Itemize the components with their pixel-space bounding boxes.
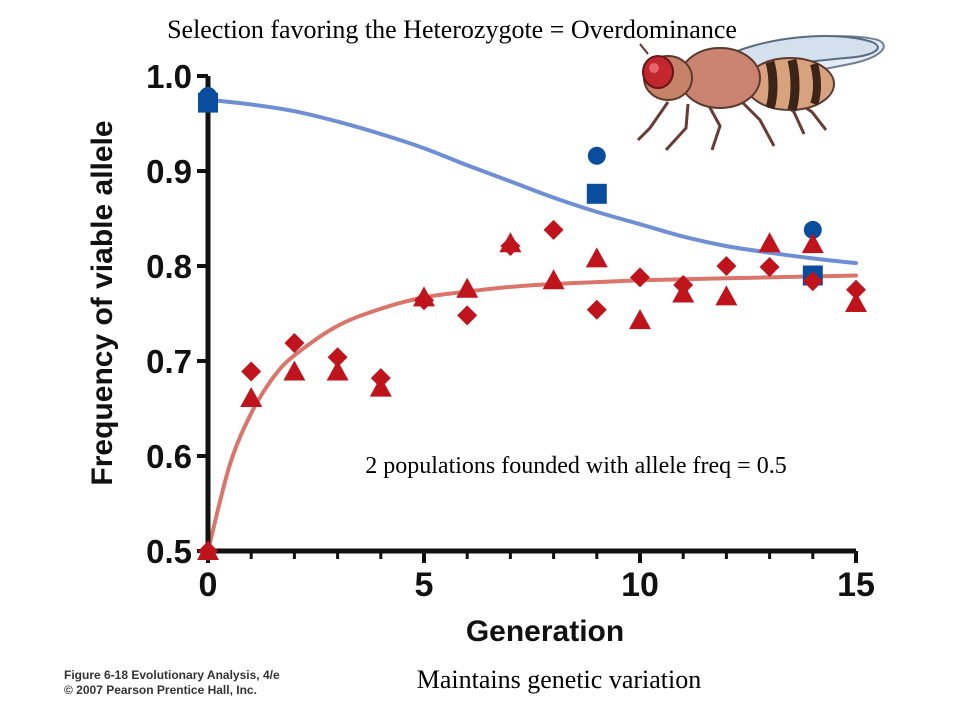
red-trend-curve	[206, 273, 858, 553]
red-triangle-point	[758, 232, 781, 253]
trend-curves	[206, 97, 858, 553]
blue-circle-point	[587, 146, 606, 165]
red-triangle-point	[197, 540, 219, 560]
red-triangle-point	[456, 277, 479, 298]
red-triangle-point	[801, 233, 824, 254]
red-diamond-point	[846, 279, 866, 300]
red-diamond-point	[759, 256, 780, 277]
y-tick-label: 0.8	[146, 248, 192, 285]
red-triangle-point	[585, 247, 608, 268]
blue-square-point	[198, 92, 218, 113]
red-triangle-point	[283, 360, 306, 381]
red-diamond-point	[241, 361, 262, 382]
x-tick-label: 0	[199, 566, 218, 604]
x-axis-label: Generation	[466, 615, 624, 648]
copyright-credit: © 2007 Pearson Prentice Hall, Inc.	[64, 683, 257, 697]
x-tick-label: 5	[415, 566, 434, 604]
axes: 0.5 0.6 0.7 0.8 0.9 1.0 0 5 10 15	[146, 58, 875, 604]
red-diamond-point	[802, 271, 823, 292]
founding-note: 2 populations founded with allele freq =…	[365, 453, 786, 479]
blue-square-point	[586, 183, 607, 204]
y-tick-label: 0.7	[146, 343, 192, 380]
blue-circle-point	[803, 220, 822, 239]
red-triangle-point	[326, 360, 349, 381]
red-diamond-point	[457, 305, 478, 326]
fruit-fly-icon	[636, 35, 885, 152]
red-diamond-point	[327, 347, 348, 368]
red-triangle-point	[369, 376, 392, 397]
red-triangle-point	[542, 269, 565, 290]
red-diamond-point	[716, 256, 737, 276]
x-tick-label: 15	[837, 566, 875, 604]
red-triangle-point	[629, 309, 651, 330]
red-diamond-point	[630, 267, 650, 288]
red-triangle-point	[240, 387, 263, 408]
page-title: Selection favoring the Heterozygote = Ov…	[167, 15, 737, 44]
red-diamond-point	[284, 332, 305, 353]
y-tick-label: 0.9	[146, 153, 192, 190]
blue-trend-curve	[206, 97, 858, 266]
red-triangle-point	[413, 286, 435, 307]
x-tick-label: 10	[621, 566, 659, 604]
red-diamond-point	[586, 299, 607, 320]
y-axis-label: Frequency of viable allele	[86, 120, 119, 485]
red-triangle-point	[715, 285, 738, 306]
red-triangle-point	[499, 232, 522, 253]
figure-credit: Figure 6-18 Evolutionary Analysis, 4/e	[64, 668, 280, 682]
y-tick-label: 0.6	[146, 438, 192, 475]
red-diamond-point	[543, 219, 564, 240]
y-tick-label: 1.0	[146, 58, 192, 95]
red-triangle-point	[845, 292, 867, 313]
data-markers	[197, 86, 867, 561]
footer-subtitle: Maintains genetic variation	[417, 665, 701, 694]
y-tick-label: 0.5	[146, 533, 192, 570]
red-triangle-point	[672, 282, 695, 303]
